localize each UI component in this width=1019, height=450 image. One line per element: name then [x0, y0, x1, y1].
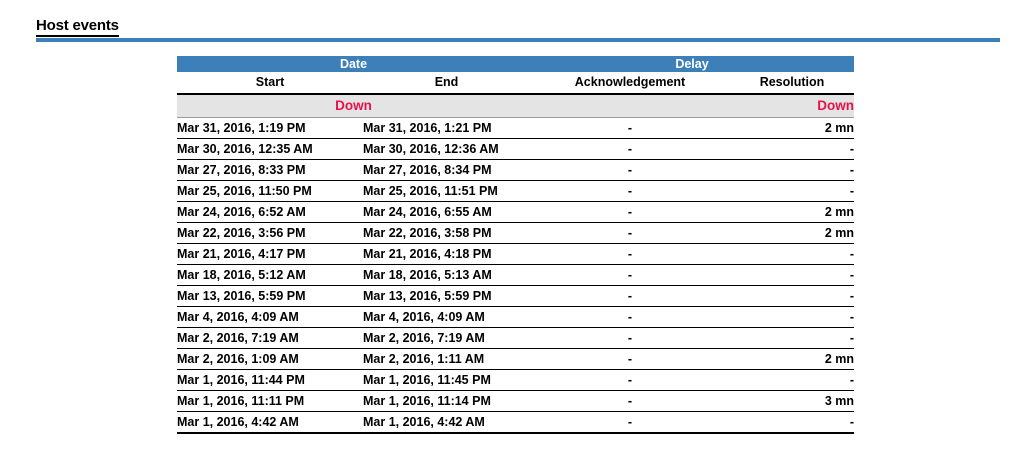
event-resolution-delay: - [730, 243, 855, 265]
event-resolution-delay: - [730, 264, 855, 286]
event-start-time: Mar 18, 2016, 5:12 AM [177, 264, 363, 286]
status-badge-resolution: Down [730, 94, 855, 118]
event-start-time: Mar 21, 2016, 4:17 PM [177, 243, 363, 265]
column-header-end: End [363, 72, 530, 95]
event-start-time: Mar 13, 2016, 5:59 PM [177, 285, 363, 307]
event-acknowledgement-delay: - [530, 285, 730, 307]
table-row: Mar 1, 2016, 11:44 PM Mar 1, 2016, 11:45 … [177, 369, 855, 391]
event-end-time: Mar 30, 2016, 12:36 AM [363, 138, 530, 160]
event-acknowledgement-delay: - [530, 138, 730, 160]
event-start-time: Mar 27, 2016, 8:33 PM [177, 159, 363, 181]
title-accent-rule [36, 38, 1000, 42]
event-start-time: Mar 31, 2016, 1:19 PM [177, 117, 363, 139]
column-header-acknowledgement: Acknowledgement [530, 72, 730, 95]
table-row: Mar 4, 2016, 4:09 AM Mar 4, 2016, 4:09 AM… [177, 306, 855, 328]
table-row: Mar 22, 2016, 3:56 PM Mar 22, 2016, 3:58 … [177, 222, 855, 244]
event-resolution-delay: - [730, 138, 855, 160]
status-badge-date: Down [177, 94, 530, 118]
event-resolution-delay: 2 mn [730, 117, 855, 139]
event-acknowledgement-delay: - [530, 306, 730, 328]
event-end-time: Mar 1, 2016, 4:42 AM [363, 411, 530, 434]
table-row: Mar 13, 2016, 5:59 PM Mar 13, 2016, 5:59 … [177, 285, 855, 307]
page-header: Host events [0, 0, 1019, 42]
event-acknowledgement-delay: - [530, 348, 730, 370]
event-acknowledgement-delay: - [530, 201, 730, 223]
event-end-time: Mar 1, 2016, 11:45 PM [363, 369, 530, 391]
event-acknowledgement-delay: - [530, 180, 730, 202]
table-row: Mar 1, 2016, 4:42 AM Mar 1, 2016, 4:42 AM… [177, 411, 855, 434]
host-events-table: Date Delay Start End Acknowledgement Res… [177, 56, 855, 434]
event-end-time: Mar 31, 2016, 1:21 PM [363, 117, 530, 139]
group-header-delay: Delay [530, 56, 855, 72]
table-row: Mar 2, 2016, 7:19 AM Mar 2, 2016, 7:19 AM… [177, 327, 855, 349]
event-resolution-delay: 2 mn [730, 348, 855, 370]
table-row: Mar 25, 2016, 11:50 PM Mar 25, 2016, 11:5… [177, 180, 855, 202]
table-row: Mar 2, 2016, 1:09 AM Mar 2, 2016, 1:11 AM… [177, 348, 855, 370]
page-title: Host events [36, 17, 119, 37]
event-resolution-delay: 2 mn [730, 222, 855, 244]
event-start-time: Mar 25, 2016, 11:50 PM [177, 180, 363, 202]
event-resolution-delay: - [730, 306, 855, 328]
event-end-time: Mar 13, 2016, 5:59 PM [363, 285, 530, 307]
event-end-time: Mar 2, 2016, 1:11 AM [363, 348, 530, 370]
event-resolution-delay: 3 mn [730, 390, 855, 412]
event-end-time: Mar 27, 2016, 8:34 PM [363, 159, 530, 181]
table-row: Mar 27, 2016, 8:33 PM Mar 27, 2016, 8:34 … [177, 159, 855, 181]
event-resolution-delay: - [730, 159, 855, 181]
table-row: Mar 31, 2016, 1:19 PM Mar 31, 2016, 1:21 … [177, 117, 855, 139]
status-acknowledgement [530, 94, 730, 118]
group-header-row: Date Delay [177, 56, 855, 72]
event-start-time: Mar 24, 2016, 6:52 AM [177, 201, 363, 223]
event-end-time: Mar 4, 2016, 4:09 AM [363, 306, 530, 328]
event-resolution-delay: - [730, 327, 855, 349]
table-row: Mar 21, 2016, 4:17 PM Mar 21, 2016, 4:18 … [177, 243, 855, 265]
event-acknowledgement-delay: - [530, 327, 730, 349]
event-resolution-delay: - [730, 180, 855, 202]
event-acknowledgement-delay: - [530, 369, 730, 391]
table-row: Mar 18, 2016, 5:12 AM Mar 18, 2016, 5:13 … [177, 264, 855, 286]
event-start-time: Mar 1, 2016, 11:11 PM [177, 390, 363, 412]
event-acknowledgement-delay: - [530, 222, 730, 244]
event-end-time: Mar 25, 2016, 11:51 PM [363, 180, 530, 202]
table-row: Mar 1, 2016, 11:11 PM Mar 1, 2016, 11:14 … [177, 390, 855, 412]
event-end-time: Mar 1, 2016, 11:14 PM [363, 390, 530, 412]
event-start-time: Mar 2, 2016, 7:19 AM [177, 327, 363, 349]
event-start-time: Mar 22, 2016, 3:56 PM [177, 222, 363, 244]
event-start-time: Mar 1, 2016, 4:42 AM [177, 411, 363, 434]
event-acknowledgement-delay: - [530, 117, 730, 139]
event-resolution-delay: - [730, 411, 855, 434]
table-row: Mar 24, 2016, 6:52 AM Mar 24, 2016, 6:55 … [177, 201, 855, 223]
column-header-resolution: Resolution [730, 72, 855, 95]
status-row: Down Down [177, 94, 855, 118]
host-events-table-wrap: Date Delay Start End Acknowledgement Res… [0, 56, 1019, 434]
event-end-time: Mar 18, 2016, 5:13 AM [363, 264, 530, 286]
event-start-time: Mar 1, 2016, 11:44 PM [177, 369, 363, 391]
event-acknowledgement-delay: - [530, 390, 730, 412]
event-resolution-delay: - [730, 369, 855, 391]
page-title-wrap: Host events [0, 17, 1019, 37]
group-header-date: Date [177, 56, 530, 72]
table-row: Mar 30, 2016, 12:35 AM Mar 30, 2016, 12:3… [177, 138, 855, 160]
event-end-time: Mar 2, 2016, 7:19 AM [363, 327, 530, 349]
event-start-time: Mar 2, 2016, 1:09 AM [177, 348, 363, 370]
event-acknowledgement-delay: - [530, 243, 730, 265]
event-acknowledgement-delay: - [530, 411, 730, 434]
event-end-time: Mar 22, 2016, 3:58 PM [363, 222, 530, 244]
event-acknowledgement-delay: - [530, 264, 730, 286]
column-header-row: Start End Acknowledgement Resolution [177, 72, 855, 95]
event-start-time: Mar 4, 2016, 4:09 AM [177, 306, 363, 328]
table-head: Date Delay Start End Acknowledgement Res… [177, 56, 855, 95]
event-start-time: Mar 30, 2016, 12:35 AM [177, 138, 363, 160]
event-resolution-delay: - [730, 285, 855, 307]
event-end-time: Mar 24, 2016, 6:55 AM [363, 201, 530, 223]
event-end-time: Mar 21, 2016, 4:18 PM [363, 243, 530, 265]
event-acknowledgement-delay: - [530, 159, 730, 181]
table-body: Mar 31, 2016, 1:19 PM Mar 31, 2016, 1:21 … [177, 117, 855, 434]
status-section: Down Down [177, 94, 855, 118]
event-resolution-delay: 2 mn [730, 201, 855, 223]
column-header-start: Start [177, 72, 363, 95]
